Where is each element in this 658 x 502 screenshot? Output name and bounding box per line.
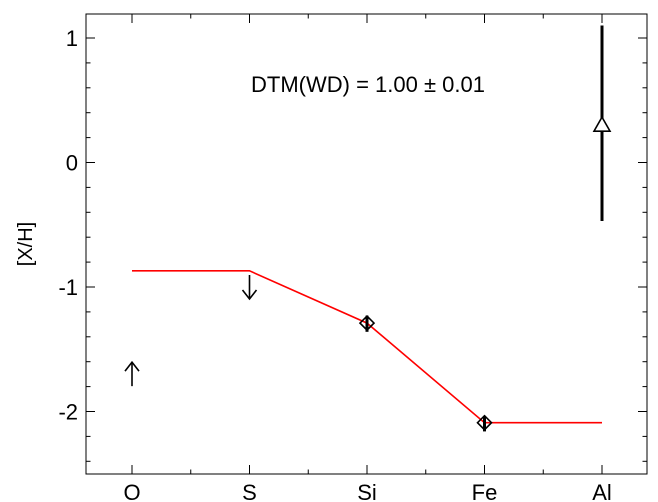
point-fe [476, 414, 493, 432]
y-tick-label: 1 [66, 26, 78, 51]
dtm-annotation: DTM(WD) = 1.00 ± 0.01 [251, 72, 485, 97]
point-al [592, 25, 612, 222]
diamond-marker [476, 414, 493, 431]
x-tick-labels: O S Si Fe Al [123, 480, 611, 502]
point-s [241, 275, 258, 301]
x-tick-label-fe: Fe [472, 480, 498, 502]
x-tick-label-o: O [123, 480, 140, 502]
y-tick-label: -2 [58, 400, 78, 425]
x-tick-label-al: Al [592, 480, 612, 502]
x-tick-label-si: Si [357, 480, 377, 502]
y-tick-label: -1 [58, 275, 78, 300]
diamond-marker [358, 314, 376, 332]
triangle-marker [592, 115, 612, 132]
axis-ticks [86, 14, 647, 474]
data-points [124, 25, 612, 432]
y-axis-label: [X/H] [15, 222, 37, 266]
model-line [132, 270, 602, 424]
y-tick-labels: 1 0 -1 -2 [58, 26, 78, 425]
point-si [358, 314, 376, 332]
y-tick-label: 0 [66, 151, 78, 176]
model-fit-line [132, 270, 602, 424]
arrow-down-icon [241, 289, 258, 301]
point-o [124, 360, 140, 387]
arrow-up-icon [124, 360, 140, 372]
x-tick-label-s: S [242, 480, 257, 502]
